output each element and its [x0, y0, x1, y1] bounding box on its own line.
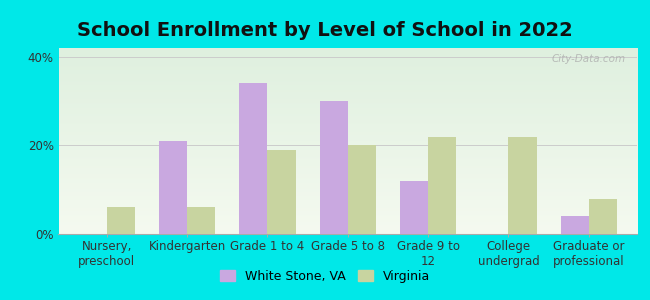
Bar — [400, 181, 428, 234]
Bar — [107, 207, 135, 234]
Bar — [348, 146, 376, 234]
Bar — [239, 83, 267, 234]
Bar — [428, 136, 456, 234]
Text: School Enrollment by Level of School in 2022: School Enrollment by Level of School in … — [77, 21, 573, 40]
Legend: White Stone, VA, Virginia: White Stone, VA, Virginia — [214, 265, 436, 288]
Bar — [561, 216, 589, 234]
Bar — [187, 207, 215, 234]
Bar — [508, 136, 536, 234]
Bar — [159, 141, 187, 234]
Bar — [589, 199, 617, 234]
Bar — [267, 150, 296, 234]
Text: City-Data.com: City-Data.com — [551, 54, 625, 64]
Bar — [320, 101, 348, 234]
